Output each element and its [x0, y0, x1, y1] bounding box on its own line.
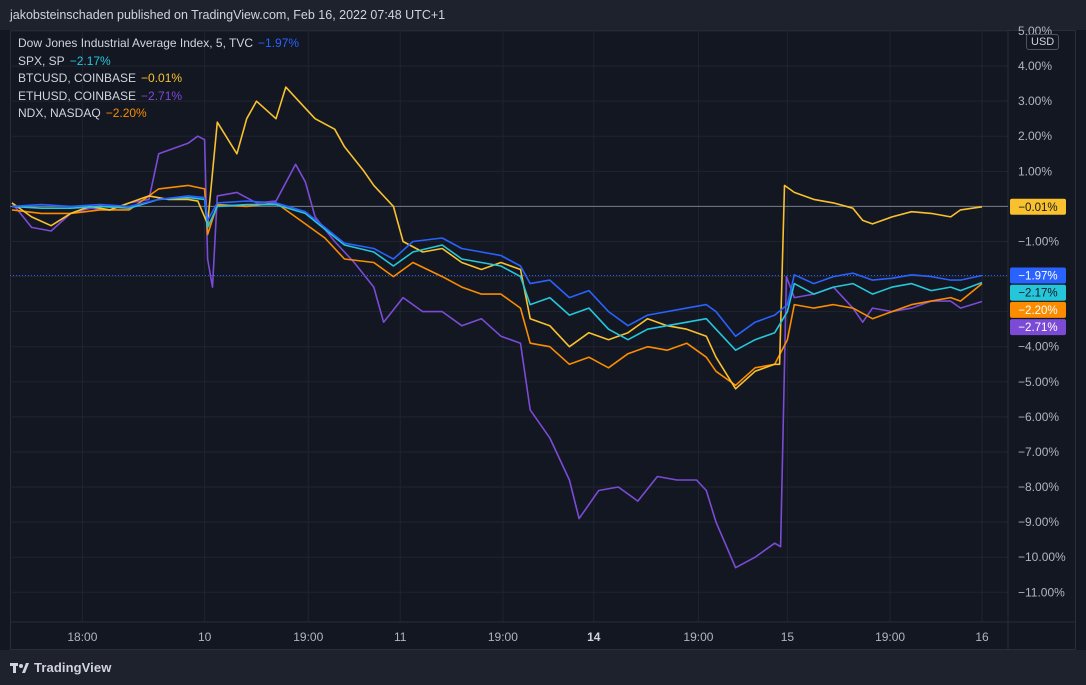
legend-item[interactable]: Dow Jones Industrial Average Index, 5, T…: [18, 35, 299, 53]
x-tick-label: 14: [587, 630, 601, 644]
legend-series-name: Dow Jones Industrial Average Index, 5, T…: [18, 36, 254, 50]
chart-canvas[interactable]: 5.00%4.00%3.00%2.00%1.00%−1.00%−4.00%−5.…: [0, 0, 1086, 650]
tradingview-logo[interactable]: TradingView: [10, 660, 111, 675]
y-tick-label: −10.00%: [1018, 550, 1066, 564]
legend-series-value: −1.97%: [258, 36, 300, 50]
y-tick-label: −7.00%: [1018, 445, 1059, 459]
last-value-badge: [1010, 198, 1066, 215]
x-tick-label: 19:00: [875, 630, 905, 644]
series-line-dow-jones-industrial-average-index[interactable]: [11, 195, 983, 337]
x-tick-label: 19:00: [683, 630, 713, 644]
x-tick-label: 11: [394, 630, 407, 644]
currency-label[interactable]: USD: [1026, 34, 1060, 50]
legend-item[interactable]: NDX, NASDAQ −2.20%: [18, 105, 299, 123]
publish-header: jakobsteinschaden published on TradingVi…: [0, 0, 1086, 30]
y-tick-label: −11.00%: [1018, 585, 1065, 599]
y-tick-label: 3.00%: [1018, 94, 1052, 108]
last-value-badge: [1010, 267, 1066, 284]
y-tick-label: 1.00%: [1018, 164, 1052, 178]
x-tick-label: 15: [781, 630, 795, 644]
legend-item[interactable]: BTCUSD, COINBASE −0.01%: [18, 70, 299, 88]
legend-series-value: −2.71%: [141, 88, 183, 103]
legend-series-value: −0.01%: [141, 71, 183, 85]
x-tick-label: 19:00: [293, 630, 323, 644]
tradingview-logo-icon: [10, 662, 29, 673]
legend-series-value: −2.17%: [69, 53, 111, 68]
series-line-ethusd[interactable]: [11, 135, 983, 569]
x-tick-label: 19:00: [488, 630, 518, 644]
last-value-badge: [1010, 284, 1066, 301]
y-tick-label: −6.00%: [1018, 410, 1059, 424]
y-tick-label: −5.00%: [1018, 375, 1059, 389]
legend-series-name: NDX, NASDAQ: [18, 106, 101, 120]
y-tick-label: 4.00%: [1018, 59, 1052, 73]
y-tick-label: −1.00%: [1018, 234, 1059, 248]
legend-series-value: −2.20%: [105, 106, 147, 120]
last-value-badge: [1010, 319, 1066, 336]
y-tick-label: −9.00%: [1018, 515, 1059, 529]
y-tick-label: −4.00%: [1018, 340, 1059, 354]
footer: TradingView: [0, 650, 1086, 685]
chart-legend: Dow Jones Industrial Average Index, 5, T…: [18, 35, 299, 123]
last-value-badge-label: −2.20%: [1018, 305, 1057, 317]
chart-frame[interactable]: [10, 30, 1076, 650]
series-line-ndx[interactable]: [11, 184, 983, 387]
legend-series-name: BTCUSD, COINBASE: [18, 71, 137, 85]
y-tick-label: 2.00%: [1018, 129, 1052, 143]
series-line-btcusd[interactable]: [11, 86, 983, 390]
legend-item[interactable]: SPX, SP −2.17%: [18, 53, 299, 71]
y-tick-label: −8.00%: [1018, 480, 1059, 494]
last-value-badge-label: −2.71%: [1018, 322, 1057, 334]
legend-series-name: ETHUSD, COINBASE: [18, 88, 137, 103]
last-value-badge-label: −2.17%: [1018, 288, 1057, 300]
publish-info: jakobsteinschaden published on TradingVi…: [10, 8, 446, 22]
x-tick-label: 10: [198, 630, 212, 644]
last-value-badge: [1010, 301, 1066, 318]
x-tick-label: 18:00: [67, 630, 97, 644]
series-line-spx[interactable]: [11, 196, 983, 351]
legend-item[interactable]: ETHUSD, COINBASE −2.71%: [18, 88, 299, 106]
legend-series-name: SPX, SP: [18, 53, 65, 68]
tradingview-logo-text: TradingView: [34, 660, 112, 675]
last-value-badge-label: −1.97%: [1018, 271, 1057, 283]
last-value-badge-label: −0.01%: [1018, 202, 1057, 214]
x-tick-label: 16: [975, 630, 989, 644]
